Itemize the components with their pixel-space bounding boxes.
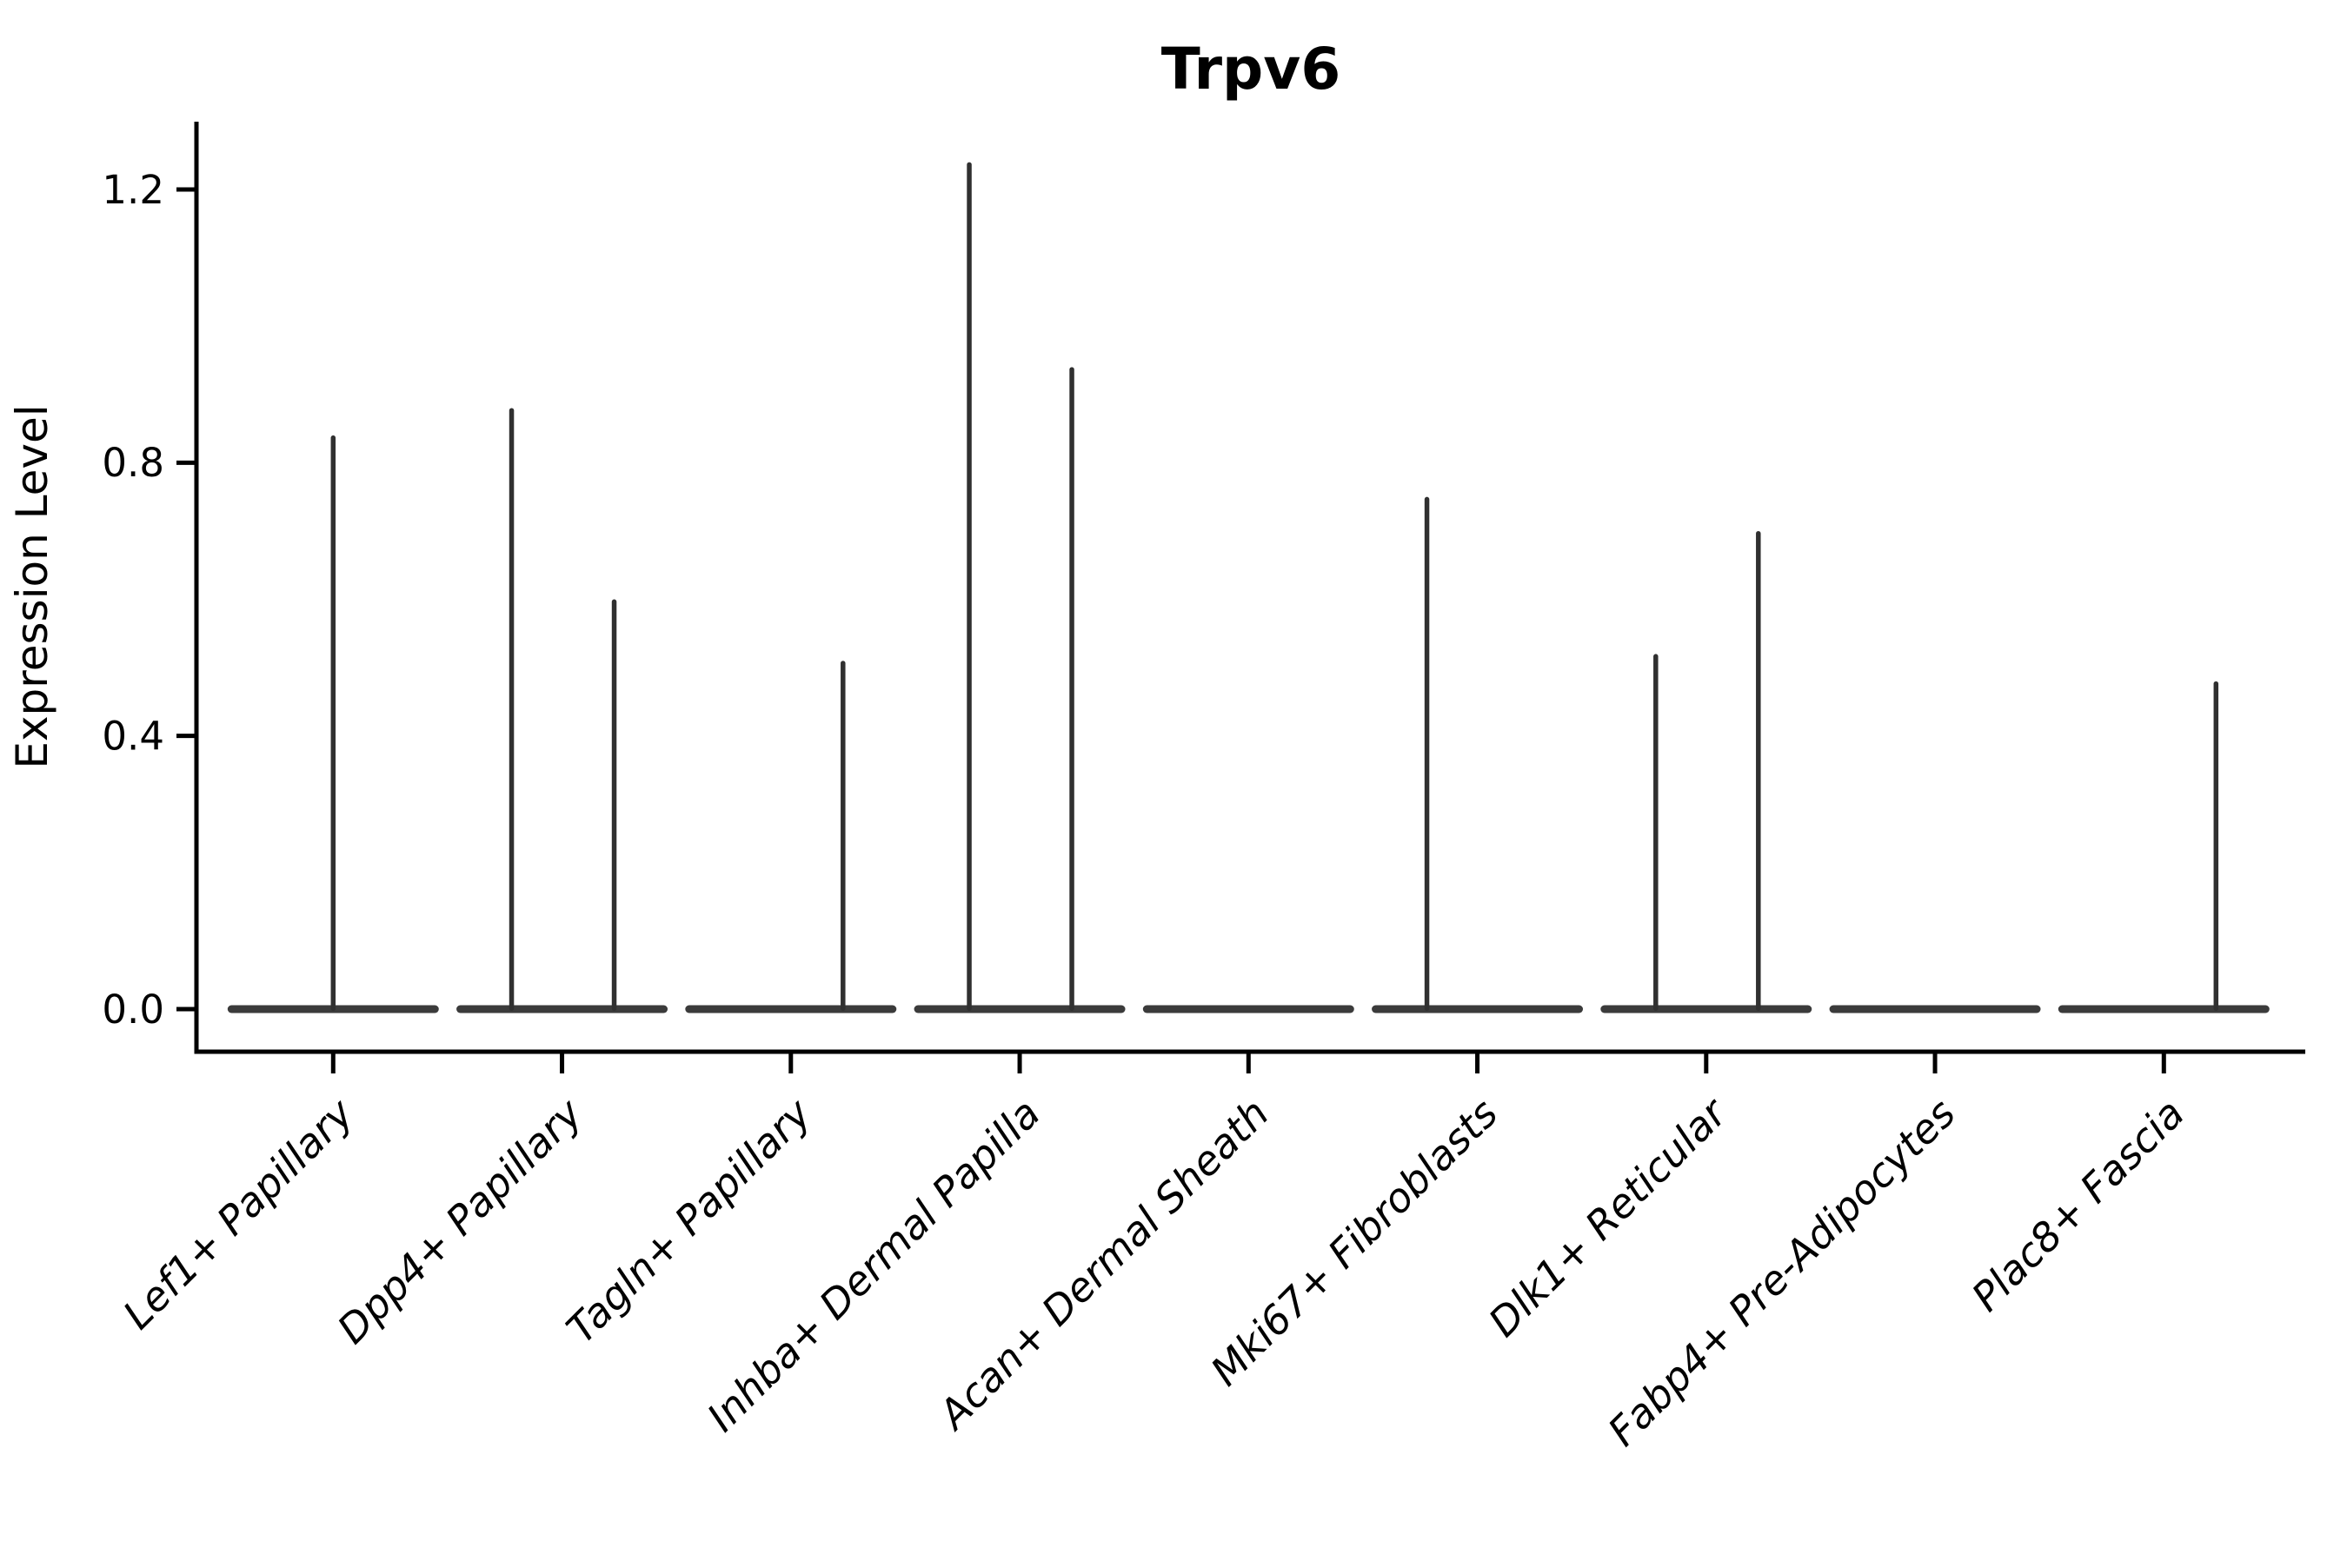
violin-base	[2058, 1005, 2270, 1013]
violin-base	[1600, 1005, 1812, 1013]
x-tick-label: Plac8+ Fascia	[1963, 1090, 2193, 1320]
violin-spike	[967, 162, 972, 1011]
y-tick-label: 0.8	[102, 440, 164, 486]
chart-title: Trpv6	[1161, 36, 1341, 103]
violin-base	[1142, 1005, 1354, 1013]
violin-spike	[1653, 654, 1659, 1011]
violin-spike	[841, 661, 846, 1011]
y-tick-label: 1.2	[102, 167, 164, 213]
violin-base	[456, 1005, 668, 1013]
violin-base	[1829, 1005, 2041, 1013]
x-tick-label: Dlk1+ Reticular	[1479, 1087, 1738, 1345]
violin-base	[685, 1005, 897, 1013]
violin-spike	[611, 599, 617, 1011]
violin-spike	[1756, 530, 1761, 1011]
violin-base	[914, 1005, 1126, 1013]
violin-spike	[2213, 681, 2219, 1011]
violin-spike	[330, 435, 336, 1012]
y-tick-label: 0.4	[102, 713, 164, 759]
violin-spike	[1424, 496, 1430, 1011]
violin-base	[1372, 1005, 1584, 1013]
x-tick-label: Tagln+ Papillary	[557, 1089, 821, 1352]
x-tick-label: Dpp4+ Papillary	[329, 1089, 592, 1352]
y-tick-label: 0.0	[102, 987, 164, 1033]
violin-spike	[509, 408, 515, 1012]
y-axis-label: Expression Level	[7, 404, 57, 768]
x-tick-label: Lef1+ Papillary	[114, 1089, 362, 1338]
violin-spike	[1069, 367, 1074, 1011]
